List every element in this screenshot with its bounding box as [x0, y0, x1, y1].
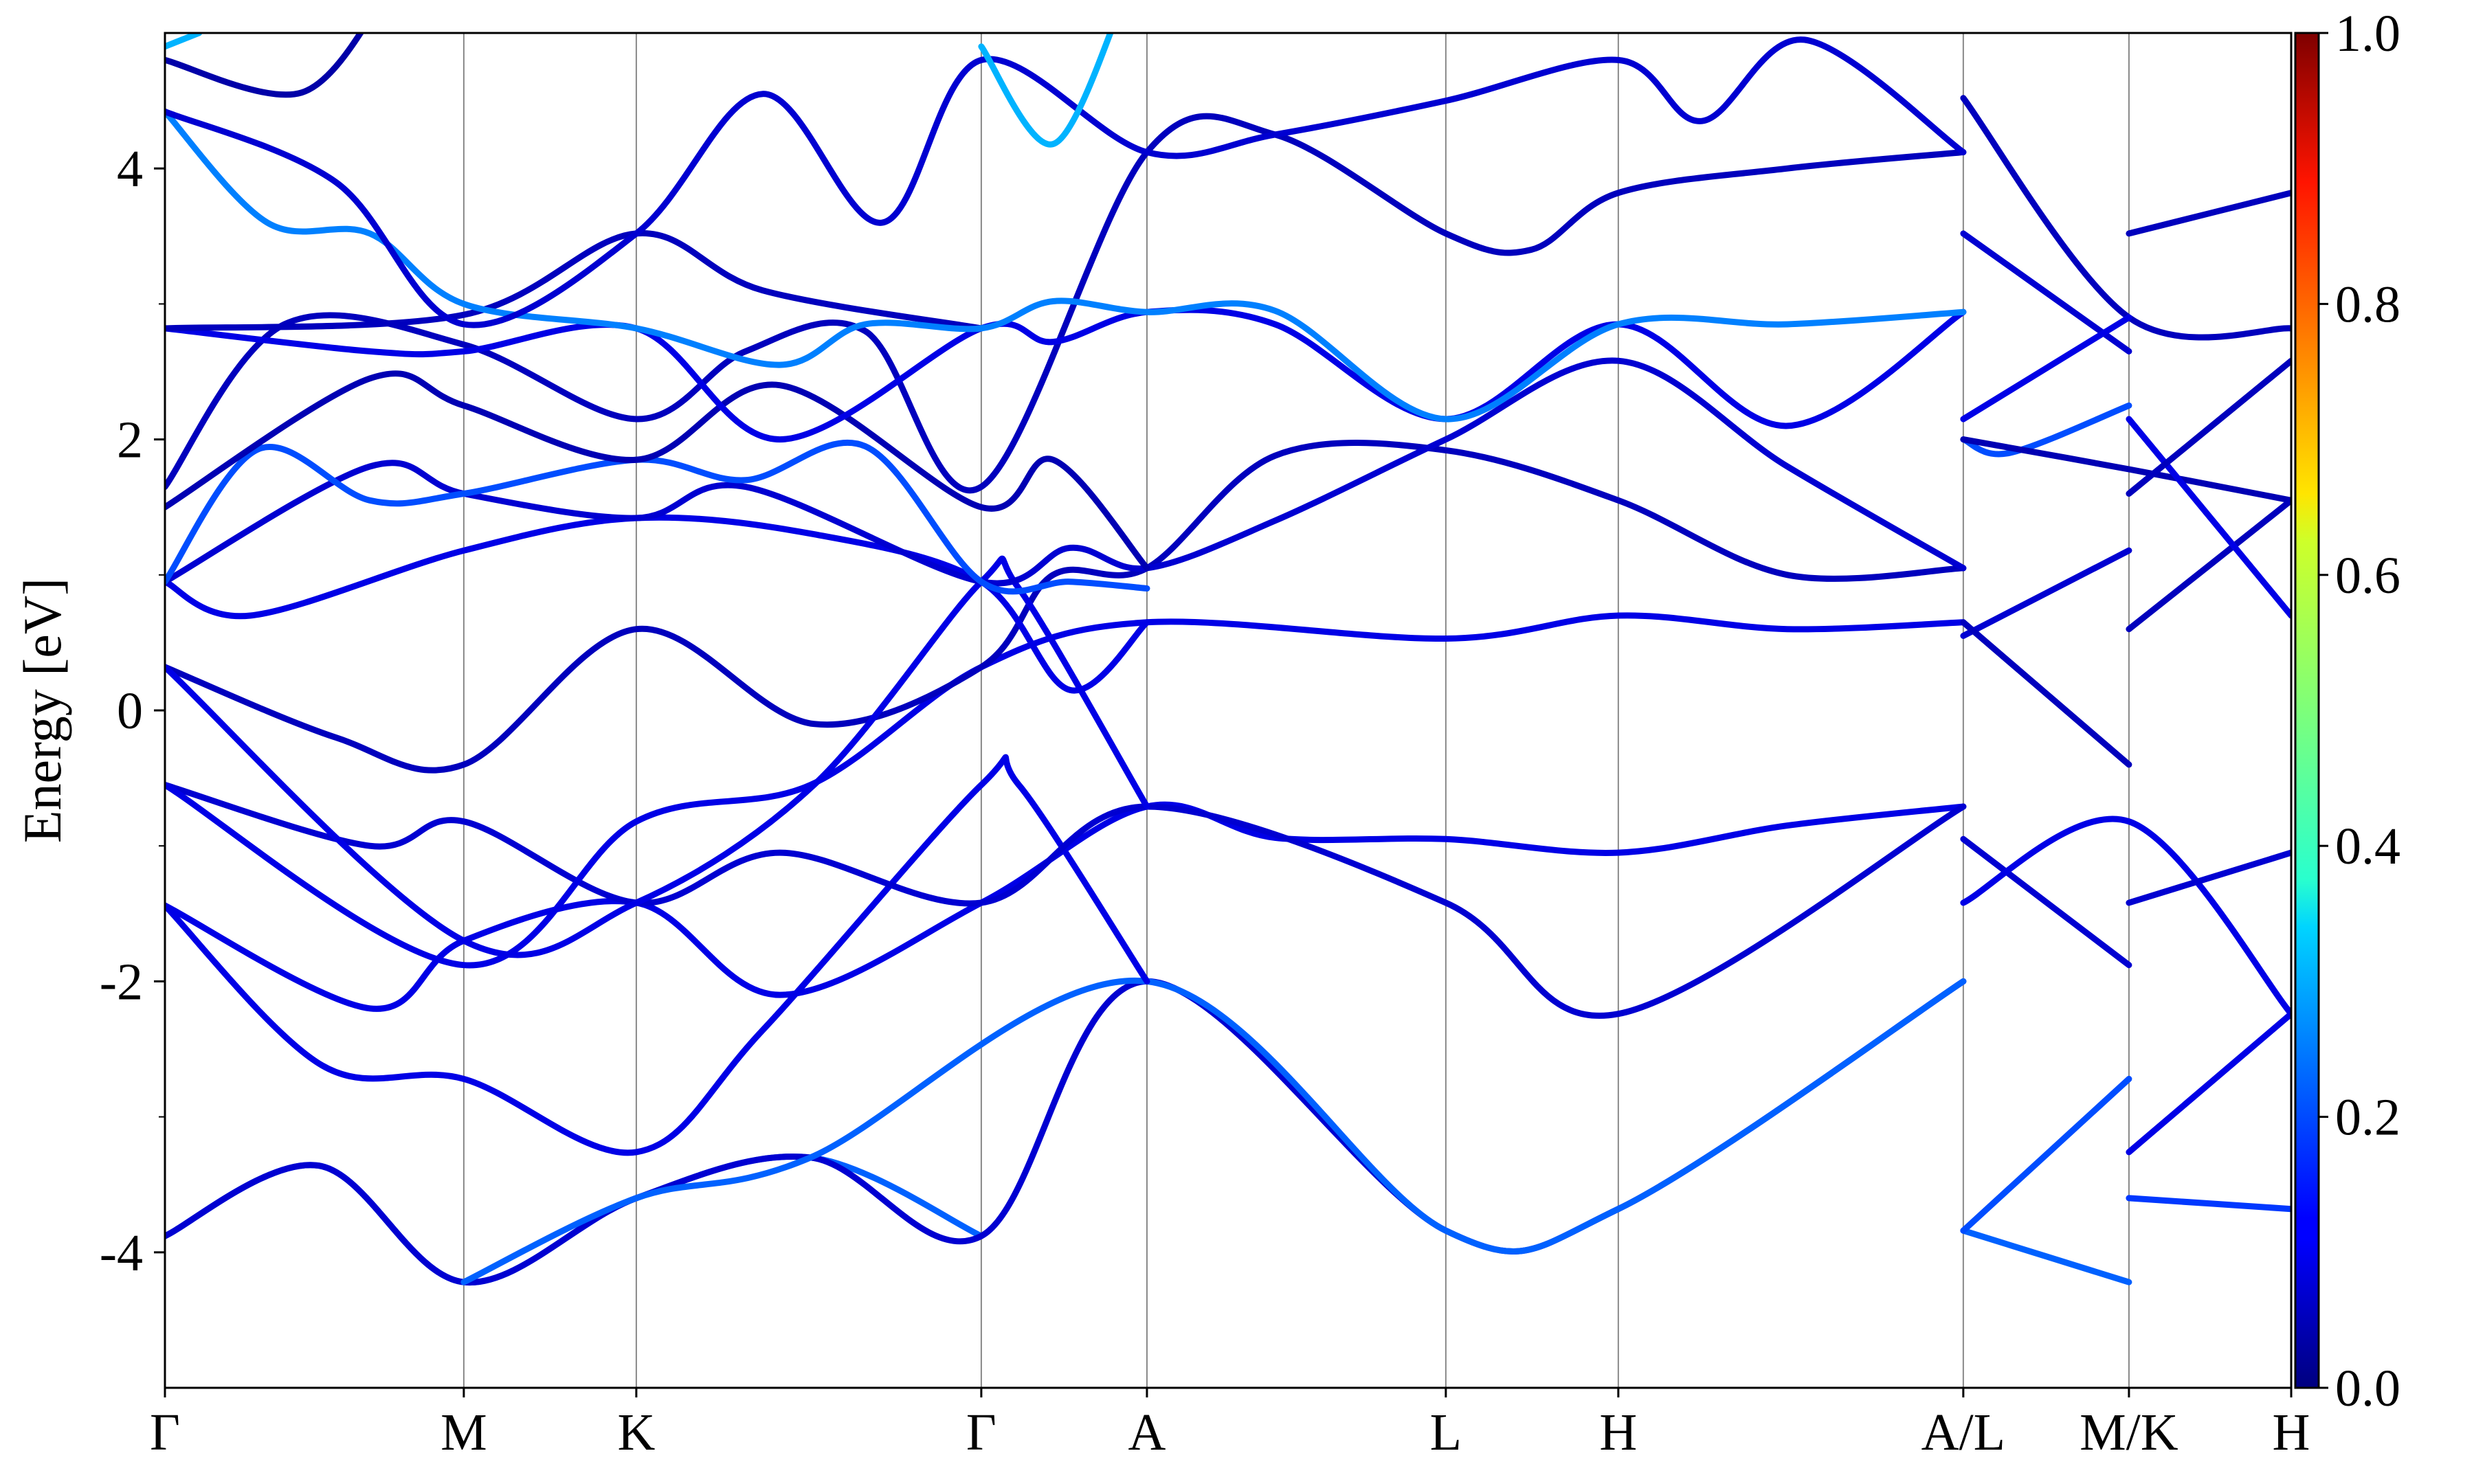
- x-tick-label: H: [2273, 1404, 2310, 1461]
- band-line-5: [2126, 1195, 2291, 1213]
- colorbar-tick-label: 1.0: [2335, 5, 2400, 63]
- band-line-8: [165, 782, 1967, 1019]
- band-line-22: [165, 33, 203, 50]
- y-tick-label: 2: [117, 412, 143, 469]
- y-tick-label: 4: [117, 140, 143, 198]
- band-line-6: [165, 754, 1150, 1156]
- band-line-37: [2126, 357, 2291, 497]
- colorbar-tick-label: 0.8: [2335, 276, 2400, 333]
- y-tick-label: 0: [117, 682, 143, 740]
- band-line-29: [1960, 547, 2132, 639]
- band-line-36: [2126, 416, 2291, 619]
- band-line-2: [460, 977, 1967, 1285]
- band-line-23: [978, 33, 1114, 148]
- band-line-12: [165, 514, 1150, 694]
- band-line-1: [165, 978, 1967, 1286]
- band-line-19: [165, 108, 1967, 423]
- x-tick-label: Γ: [150, 1404, 180, 1461]
- band-line-31: [1960, 835, 2132, 969]
- x-axis-ticks: Γ M K Γ A L H A/L M/K H: [150, 1388, 2310, 1461]
- x-tick-label: H: [1599, 1404, 1637, 1461]
- band-line-0: [165, 1153, 985, 1286]
- y-axis-ticks: -4 -2 0 2 4: [100, 140, 165, 1282]
- y-tick-label: -2: [100, 953, 143, 1011]
- colorbar-ticks: 0.0 0.2 0.4 0.6 0.8 1.0: [2319, 5, 2400, 1417]
- x-tick-label: Γ: [966, 1404, 996, 1461]
- band-line-28: [1960, 436, 2291, 504]
- band-line-16: [165, 113, 1967, 494]
- band-line-35: [2126, 190, 2291, 237]
- colorbar-tick-label: 0.2: [2335, 1089, 2400, 1147]
- band-line-3: [1960, 1227, 2132, 1285]
- x-tick-label: M: [441, 1404, 487, 1461]
- colorbar-tick-label: 0.6: [2335, 547, 2400, 605]
- x-tick-label: A/L: [1921, 1404, 2005, 1461]
- colorbar-tick-label: 0.4: [2335, 818, 2400, 875]
- band-line-38: [2126, 1011, 2291, 1156]
- band-line-24: [1960, 95, 2291, 341]
- band-line-33: [2126, 849, 2291, 906]
- x-tick-label: L: [1430, 1404, 1462, 1461]
- band-line-34: [2126, 497, 2291, 633]
- band-line-10: [165, 440, 1967, 774]
- band-line-18: [165, 230, 985, 332]
- x-tick-label: M/K: [2080, 1404, 2178, 1461]
- band-lines: [165, 33, 2291, 1286]
- band-line-30: [1960, 619, 2132, 768]
- band-line-15: [165, 370, 1150, 572]
- band-line-7: [165, 801, 1967, 1012]
- band-line-20: [165, 33, 364, 98]
- x-tick-label: K: [617, 1404, 655, 1461]
- band-line-25: [1960, 230, 2132, 355]
- band-line-4: [1960, 1075, 2132, 1234]
- x-tick-label: A: [1128, 1404, 1166, 1461]
- band-line-14: [165, 439, 1150, 595]
- colorbar-tick-label: 0.0: [2335, 1360, 2400, 1417]
- band-line-9: [165, 612, 1967, 969]
- band-line-26: [1960, 314, 2132, 423]
- band-line-32: [1960, 816, 2291, 1018]
- colorbar: [2294, 32, 2320, 1389]
- band-line-21: [165, 36, 1967, 328]
- y-tick-label: -4: [100, 1224, 143, 1282]
- band-line-17: [165, 306, 1967, 443]
- y-axis-label: Energy [eV]: [12, 578, 72, 843]
